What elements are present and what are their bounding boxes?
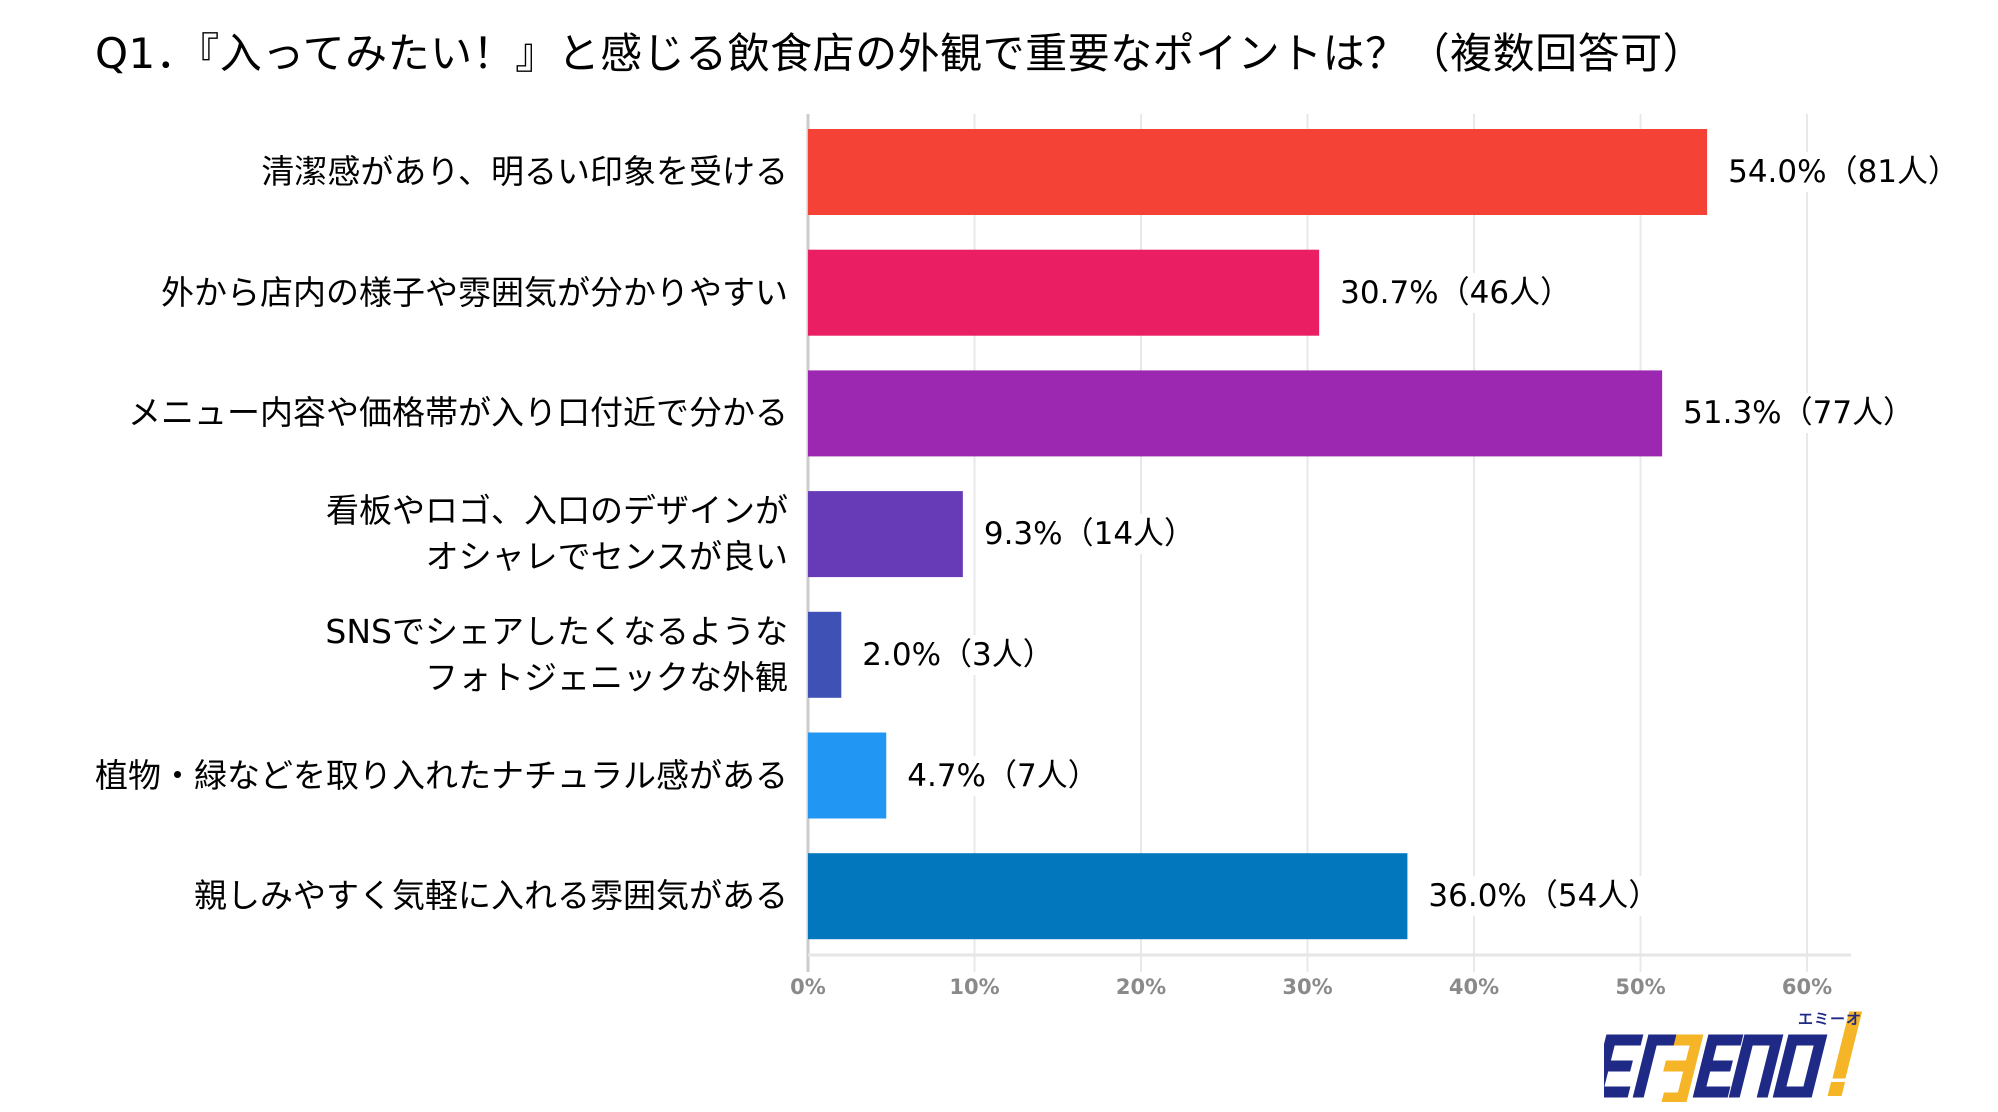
logo-letter-e [1604,1034,1644,1098]
bars [808,129,1708,940]
bar [808,370,1663,457]
x-tick-label: 40% [1448,975,1500,999]
x-tick-label: 60% [1781,975,1833,999]
emeao-logo [1604,1011,1863,1102]
bar [808,611,842,698]
chart-title: Q1．『入ってみたい！』と感じる飲食店の外観で重要なポイントは？（複数回答可） [95,29,1706,78]
logo-letter-a [1728,1034,1784,1098]
bar [808,732,887,819]
data-label: 30.7%（46人） [1338,272,1574,313]
category-label-line: 親しみやすく気軽に入れる雰囲気がある [194,876,788,916]
category-label: 親しみやすく気軽に入れる雰囲気がある [194,873,788,919]
logo-exclaim [1832,1011,1863,1079]
bar [808,249,1320,336]
category-label-line: 外から店内の様子や雰囲気が分かりやすい [161,272,788,312]
data-label: 4.7%（7人） [905,755,1101,796]
logo-kana-text: エミーオ [1798,1010,1863,1028]
category-label-line: メニュー内容や価格帯が入り口付近で分かる [128,393,788,433]
category-label: 清潔感があり、明るい印象を受ける [261,149,788,195]
x-tick-label: 50% [1615,975,1666,999]
category-label: SNSでシェアしたくなるようなフォトジェニックな外観 [325,609,788,701]
logo-exclaim-dot [1827,1082,1846,1096]
category-label: 外から店内の様子や雰囲気が分かりやすい [161,270,788,316]
x-tick-label: 30% [1282,975,1333,999]
logo-accent [1661,1034,1704,1102]
x-tick-label: 0% [790,975,826,999]
category-label: 植物・緑などを取り入れたナチュラル感がある [95,753,788,799]
category-label-line: 植物・緑などを取り入れたナチュラル感がある [95,755,788,795]
data-label: 9.3%（14人） [981,514,1198,555]
logo-letter-e2 [1692,1034,1744,1098]
data-label: 51.3%（77人） [1681,393,1917,434]
category-label-line: 清潔感があり、明るい印象を受ける [261,152,788,191]
category-label-line: フォトジェニックな外観 [425,657,788,697]
data-label: 36.0%（54人） [1426,876,1662,917]
data-label: 2.0%（3人） [860,634,1056,675]
bar [808,853,1408,940]
category-label: メニュー内容や価格帯が入り口付近で分かる [128,390,788,436]
category-label-line: オシャレでセンスが良い [425,537,788,577]
category-label: 看板やロゴ、入口のデザインがオシャレでセンスが良い [326,488,788,580]
category-label-line: SNSでシェアしたくなるような [325,611,788,651]
x-tick-label: 20% [1115,975,1167,999]
bar [808,491,963,578]
logo-letter-o [1772,1034,1828,1098]
data-label: 54.0%（81人） [1726,152,1962,192]
logo-letter-m [1632,1034,1682,1098]
category-label-line: 看板やロゴ、入口のデザインが [326,491,788,531]
bar [808,129,1708,215]
x-tick-label: 10% [949,975,1000,999]
